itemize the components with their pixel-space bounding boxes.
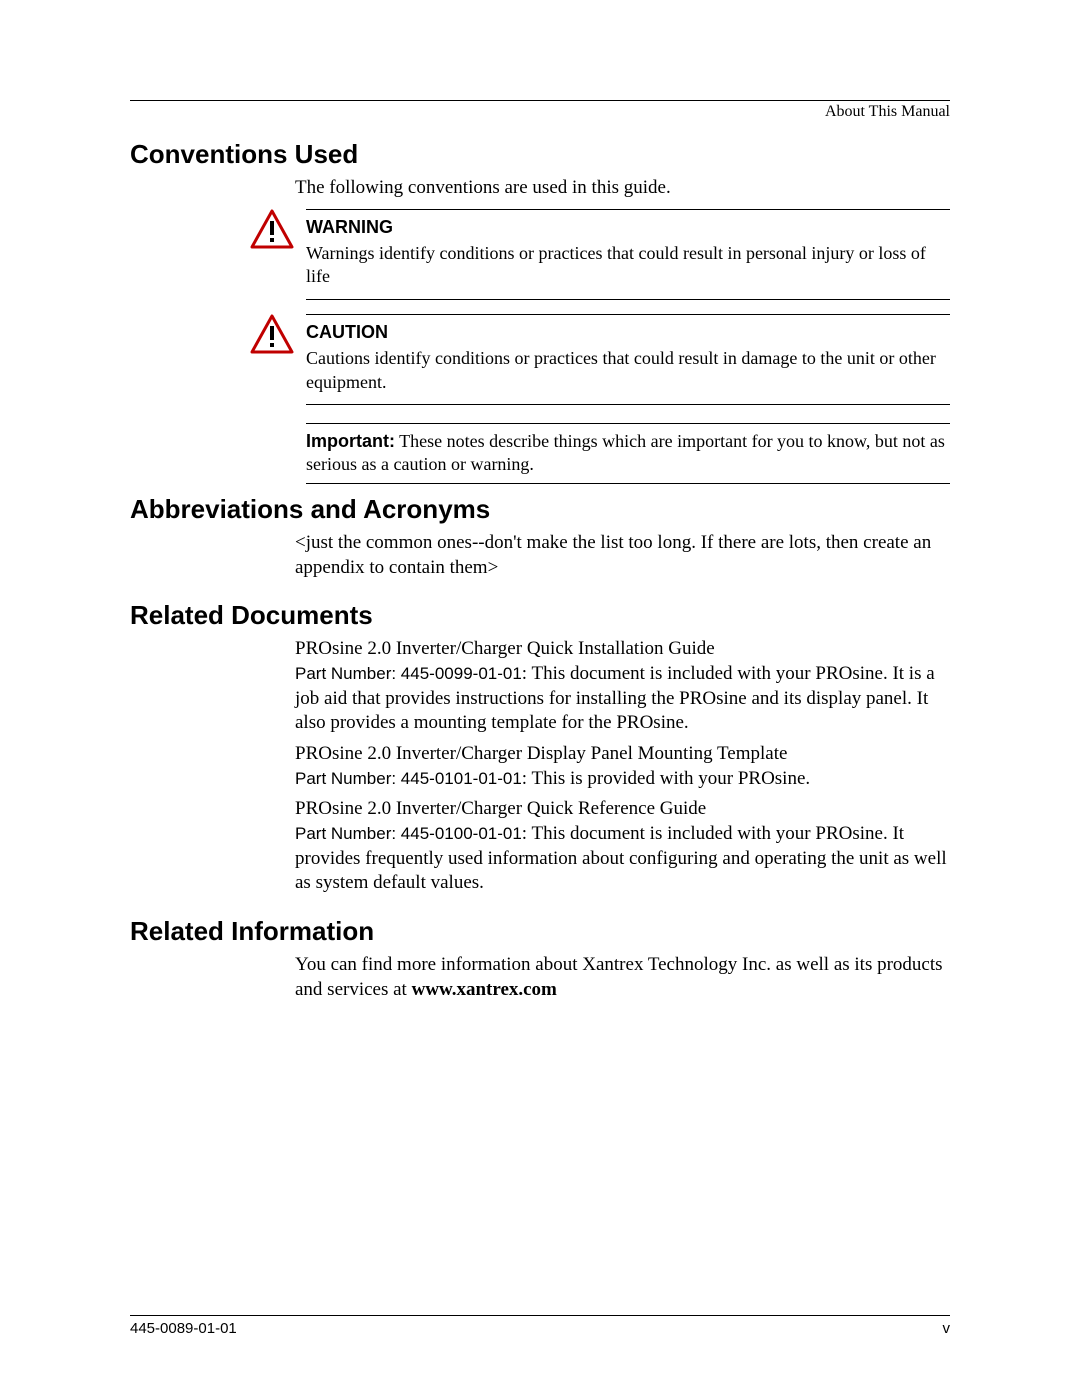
caution-block: CAUTION Cautions identify conditions or … xyxy=(130,314,950,405)
document-page: About This Manual Conventions Used The f… xyxy=(0,0,1080,1397)
footer-rule xyxy=(130,1315,950,1316)
conventions-intro: The following conventions are used in th… xyxy=(295,176,950,201)
heading-conventions: Conventions Used xyxy=(130,139,950,170)
important-text: These notes describe things which are im… xyxy=(306,431,945,474)
doc-title: PROsine 2.0 Inverter/Charger Quick Insta… xyxy=(295,637,950,662)
doc-part-number: Part Number: 445-0100-01-01 xyxy=(295,824,522,843)
heading-abbrev: Abbreviations and Acronyms xyxy=(130,494,950,525)
important-label: Important: xyxy=(306,431,395,451)
heading-related-docs: Related Documents xyxy=(130,600,950,631)
related-info-text: You can find more information about Xant… xyxy=(295,953,950,1002)
related-info-pre: You can find more information about Xant… xyxy=(295,954,943,1000)
doc-title: PROsine 2.0 Inverter/Charger Display Pan… xyxy=(295,742,950,767)
doc-part-number: Part Number: 445-0101-01-01 xyxy=(295,769,522,788)
caution-body: CAUTION Cautions identify conditions or … xyxy=(306,314,950,405)
doc-desc: : This is provided with your PROsine. xyxy=(522,768,810,789)
warning-block: WARNING Warnings identify conditions or … xyxy=(130,209,950,300)
warning-title: WARNING xyxy=(306,216,950,239)
footer-page-number: v xyxy=(943,1320,951,1337)
caution-text: Cautions identify conditions or practice… xyxy=(306,347,950,394)
abbrev-text: <just the common ones--don't make the li… xyxy=(295,531,950,580)
footer-part-number: 445-0089-01-01 xyxy=(130,1320,237,1337)
doc-part-number: Part Number: 445-0099-01-01 xyxy=(295,664,522,683)
warning-icon xyxy=(250,209,294,254)
doc-title: PROsine 2.0 Inverter/Charger Quick Refer… xyxy=(295,797,950,822)
doc-entry: PROsine 2.0 Inverter/Charger Quick Refer… xyxy=(295,797,950,896)
header-label: About This Manual xyxy=(130,103,950,121)
doc-entry: PROsine 2.0 Inverter/Charger Quick Insta… xyxy=(295,637,950,736)
page-footer: 445-0089-01-01 v xyxy=(130,1315,950,1337)
related-info-url: www.xantrex.com xyxy=(412,979,557,1000)
caution-icon xyxy=(250,314,294,359)
header-rule xyxy=(130,100,950,101)
warning-text: Warnings identify conditions or practice… xyxy=(306,242,950,289)
doc-entry: PROsine 2.0 Inverter/Charger Display Pan… xyxy=(295,742,950,791)
caution-title: CAUTION xyxy=(306,321,950,344)
warning-body: WARNING Warnings identify conditions or … xyxy=(306,209,950,300)
important-block: Important: These notes describe things w… xyxy=(306,423,950,484)
heading-related-info: Related Information xyxy=(130,916,950,947)
